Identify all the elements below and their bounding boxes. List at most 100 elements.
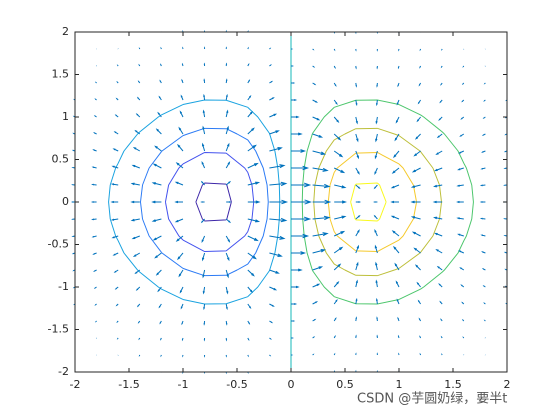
- quiver-arrow: [110, 183, 119, 186]
- quiver-arrow: [291, 199, 312, 205]
- quiver-arrow: [291, 99, 298, 101]
- quiver-arrow: [480, 167, 486, 170]
- quiver-arrow: [393, 150, 400, 159]
- quiver-arrow: [374, 167, 378, 175]
- quiver-arrow: [269, 286, 278, 291]
- quiver-arrow: [201, 252, 206, 262]
- y-tick-label: -0.5: [48, 238, 69, 251]
- quiver-arrow: [375, 116, 378, 125]
- quiver-arrow: [355, 150, 359, 160]
- quiver-arrow: [333, 280, 340, 288]
- quiver-arrow: [225, 252, 230, 262]
- quiver-arrow: [269, 235, 286, 240]
- quiver-arrow: [247, 235, 259, 242]
- quiver-arrow: [90, 201, 97, 203]
- quiver-arrow: [225, 286, 229, 295]
- quiver-arrow: [414, 133, 421, 140]
- quiver-arrow: [111, 235, 119, 239]
- quiver-arrow: [355, 82, 358, 88]
- quiver-arrow: [112, 148, 119, 152]
- quiver-arrow: [155, 128, 162, 135]
- quiver-arrow: [152, 163, 162, 169]
- quiver-arrow: [247, 200, 261, 204]
- quiver-arrow: [410, 184, 421, 188]
- x-tick-label: 0.5: [336, 378, 354, 391]
- quiver-arrow: [269, 303, 275, 307]
- quiver-arrow: [226, 201, 232, 203]
- quiver-arrow: [113, 131, 119, 135]
- quiver-arrow: [479, 184, 486, 187]
- quiver-arrow: [151, 218, 162, 222]
- contour-line: [301, 99, 474, 305]
- quiver-arrow: [269, 252, 283, 257]
- quiver-arrow: [291, 268, 303, 272]
- quiver-arrow: [417, 99, 422, 105]
- quiver-arrow: [375, 297, 378, 305]
- quiver-arrow: [396, 298, 400, 305]
- quiver-arrow: [417, 299, 422, 305]
- quiver-arrow: [269, 199, 289, 205]
- quiver-arrow: [202, 269, 206, 279]
- quiver-arrow: [175, 162, 184, 169]
- quiver-arrow: [130, 200, 140, 204]
- quiver-arrow: [91, 183, 97, 186]
- x-tick-label: 1.5: [444, 378, 462, 391]
- y-tick-label: 0.5: [52, 153, 70, 166]
- quiver-arrow: [112, 252, 119, 256]
- quiver-arrow: [159, 79, 162, 84]
- quiver-arrow: [355, 167, 360, 175]
- quiver-arrow: [397, 334, 400, 339]
- quiver-arrow: [397, 316, 400, 322]
- quiver-arrow: [137, 320, 141, 324]
- quiver-arrow: [225, 109, 229, 118]
- quiver-arrow: [459, 133, 465, 137]
- quiver-arrow: [312, 167, 329, 172]
- quiver-arrow: [131, 235, 140, 240]
- quiver-arrow: [458, 250, 465, 254]
- quiver-arrow: [291, 320, 296, 322]
- quiver-arrow: [355, 214, 361, 220]
- quiver-arrow: [130, 218, 140, 222]
- quiver-arrow: [334, 215, 347, 220]
- quiver-arrow: [440, 318, 443, 322]
- y-tick-label: -1.5: [48, 323, 69, 336]
- quiver-arrow: [174, 181, 184, 186]
- quiver-arrow: [114, 114, 119, 118]
- quiver-arrow: [312, 65, 316, 68]
- quiver-arrow: [312, 133, 324, 138]
- quiver-arrow: [390, 200, 399, 204]
- y-tick-label: 1: [62, 110, 69, 123]
- quiver-arrow: [433, 167, 443, 172]
- quiver-arrow: [312, 283, 321, 288]
- quiver-arrow: [391, 230, 400, 237]
- quiver-arrow: [397, 65, 400, 70]
- x-tick-label: -1.5: [118, 378, 139, 391]
- quiver-arrow: [482, 116, 486, 119]
- quiver-arrow: [201, 142, 206, 152]
- quiver-arrow: [269, 97, 275, 101]
- quiver-arrow: [457, 167, 464, 171]
- quiver-arrow: [247, 320, 251, 325]
- quiver-arrow: [291, 216, 312, 222]
- quiver-arrow: [247, 162, 259, 169]
- quiver-arrow: [91, 235, 97, 238]
- quiver-arrow: [355, 229, 360, 237]
- quiver-arrow: [436, 133, 443, 139]
- quiver-arrow: [312, 99, 319, 103]
- quiver-arrow: [480, 234, 486, 237]
- quiver-arrow: [154, 145, 162, 152]
- quiver-arrow: [416, 281, 421, 288]
- x-tick-label: -2: [70, 378, 81, 391]
- quiver-arrow: [456, 184, 464, 187]
- quiver-arrow: [312, 183, 331, 189]
- quiver-arrow: [151, 200, 162, 204]
- quiver-arrow: [91, 218, 97, 221]
- quiver-arrow: [416, 116, 421, 123]
- quiver-arrow: [247, 218, 261, 223]
- quiver-arrow: [394, 262, 400, 271]
- y-tick-label: 2: [62, 25, 69, 38]
- quiver-arrow: [333, 167, 346, 174]
- quiver-arrow: [333, 150, 344, 158]
- quiver-arrow: [247, 303, 252, 310]
